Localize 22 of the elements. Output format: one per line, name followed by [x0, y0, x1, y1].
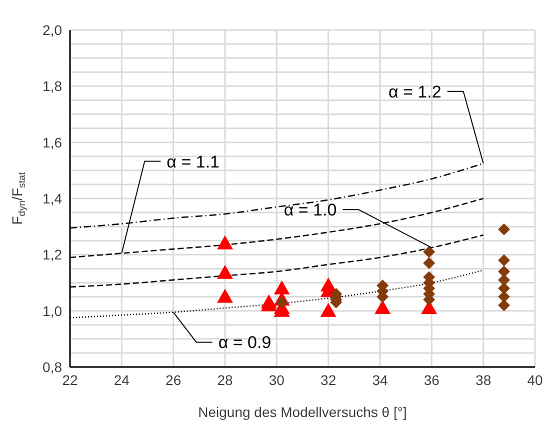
- annotation: α = 1.0: [284, 200, 337, 220]
- x-tick-label: 38: [476, 372, 492, 388]
- x-axis-title: Neigung des Modellversuchs θ [°]: [198, 404, 407, 420]
- y-tick-label: 1,4: [42, 190, 62, 206]
- y-tick-label: 1,6: [42, 134, 62, 150]
- annotation: α = 0.9: [218, 333, 272, 352]
- x-tick-label: 36: [424, 372, 440, 388]
- annotation: α = 1.1: [166, 152, 220, 172]
- x-tick-label: 28: [217, 372, 233, 388]
- y-tick-label: 1,2: [42, 246, 62, 263]
- y-tick-label: 1,0: [42, 302, 62, 319]
- y-tick-label: 0,8: [42, 358, 62, 375]
- x-tick-label: 32: [320, 372, 336, 388]
- y-tick-label: 1,8: [42, 78, 62, 94]
- x-tick-label: 34: [372, 372, 388, 388]
- x-tick-label: 24: [114, 372, 130, 388]
- x-tick-label: 40: [527, 372, 543, 388]
- x-tick-label: 22: [62, 372, 78, 388]
- x-tick-label: 26: [166, 372, 182, 388]
- annotation: α = 1.2: [388, 82, 442, 102]
- y-tick-label: 2,0: [42, 22, 62, 38]
- x-tick-label: 30: [268, 372, 285, 388]
